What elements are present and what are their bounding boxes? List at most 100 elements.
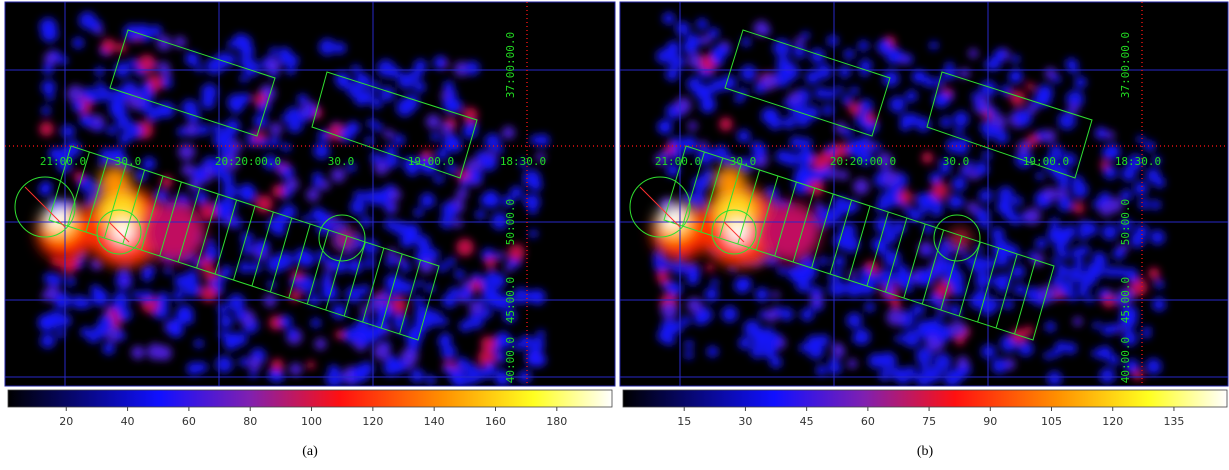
blob [828,279,846,297]
blob [419,258,434,274]
colorbar-tick-label: 60 [861,415,875,428]
ra-label: 20:20:00.0 [830,155,896,168]
blob [181,163,195,177]
blob [825,144,836,155]
blob [754,81,766,94]
blob [1002,298,1014,310]
blob [1025,286,1042,303]
blob [157,61,170,74]
blob [81,204,90,213]
blob [656,270,669,284]
blob [780,307,794,321]
blob [771,332,782,343]
blob [792,45,807,59]
blob [1064,342,1077,355]
blob [285,65,296,76]
blob [1102,145,1117,160]
blob [874,216,892,234]
blob [658,119,673,134]
blob [453,61,470,77]
blob [43,51,58,66]
blob [253,93,267,106]
blob [1043,156,1058,171]
blob [1057,196,1074,212]
blob [824,88,837,100]
blob [1016,140,1031,155]
region-slice [233,205,256,281]
blob [1145,168,1161,183]
blob [217,303,229,315]
blob [342,327,357,343]
blob [530,337,545,352]
blob [383,129,394,140]
blob [939,158,952,170]
blob [1136,135,1145,144]
blob [878,369,891,382]
region-slice [866,211,889,287]
blob [413,296,424,307]
region-slice [214,199,238,275]
blob [838,65,851,79]
blob [848,102,860,115]
blob [494,371,511,386]
region-slice [921,229,945,305]
blob [738,336,752,350]
blob [470,280,482,292]
blob [806,334,822,351]
blob [137,54,156,73]
blob [905,89,918,103]
blob [188,179,201,192]
blob [765,308,779,323]
blob [234,309,247,321]
colorbar-tick-label: 160 [485,415,506,428]
blob [495,351,507,363]
blob [1112,247,1126,260]
blob [54,292,72,310]
colorbar [7,389,613,408]
blob [947,194,963,210]
region-circle [711,209,757,255]
blob [146,343,164,360]
colorbar-tick-label: 105 [1041,415,1062,428]
blob [263,294,277,308]
blob [268,136,280,148]
blob [899,113,913,127]
blob [196,361,208,373]
blob [1092,321,1102,330]
blob [367,118,377,128]
blob [1046,370,1062,386]
blob [1036,84,1054,102]
blob [509,185,523,199]
blob [101,38,117,54]
colorbar-tick-label: 140 [424,415,445,428]
blob [704,287,719,302]
blob [974,161,989,177]
blob [915,117,931,132]
blob [266,255,285,274]
blob [40,25,59,43]
blob [233,33,246,46]
blob [267,216,284,234]
blob [812,154,828,171]
region-circle [96,209,142,255]
blob [766,109,780,122]
hot [37,166,355,267]
blob [536,329,545,339]
blob [718,117,733,132]
blob [864,301,875,313]
blob [994,130,1009,145]
blob [289,362,303,376]
blob [448,89,457,99]
blob [400,261,411,273]
colorbar-tick-label: 75 [922,415,936,428]
blob [410,368,425,383]
blob [1038,285,1057,303]
blob [220,265,233,278]
blob [346,162,357,173]
blob [227,93,246,112]
blob [410,68,423,81]
blob [306,106,317,117]
blob [1057,111,1076,130]
region-slice [66,151,90,227]
blob [128,58,137,67]
